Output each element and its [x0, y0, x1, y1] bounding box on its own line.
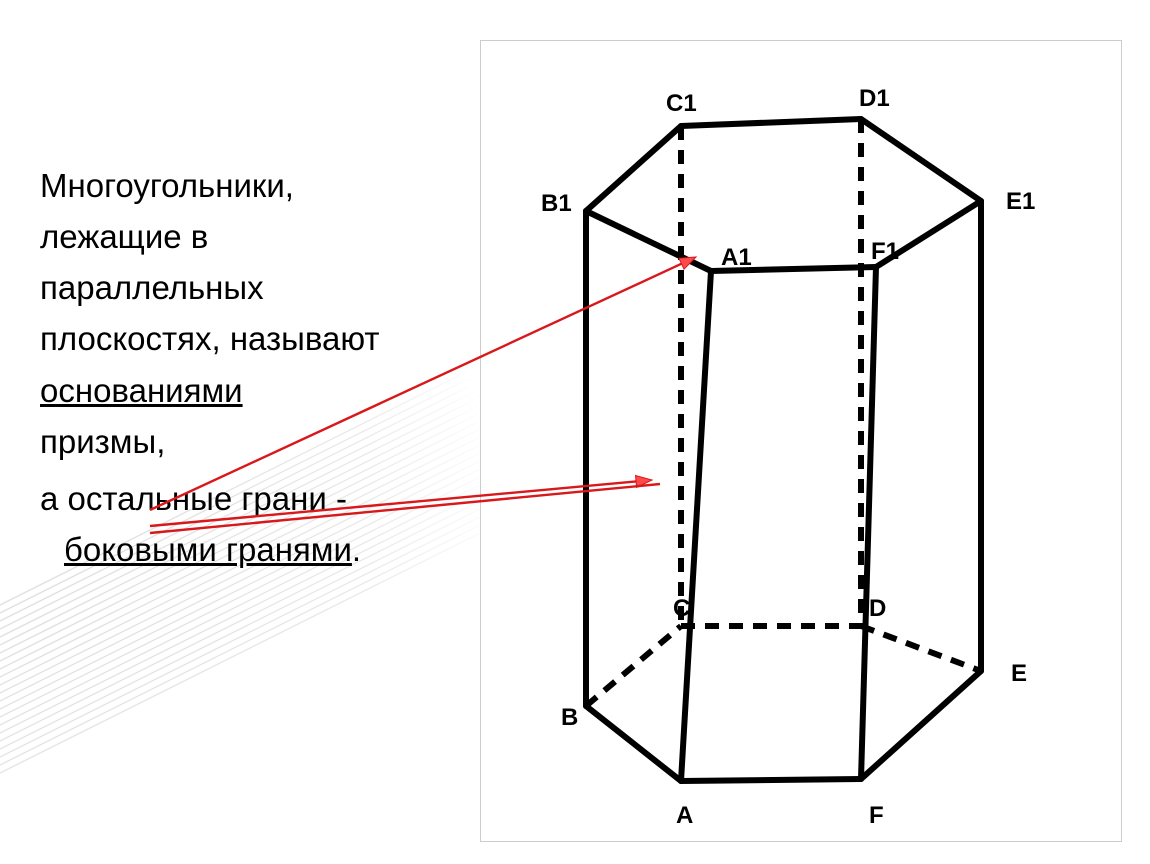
t: . — [352, 531, 361, 568]
svg-text:D1: D1 — [859, 85, 890, 112]
prism-diagram: A1 B1 C1 D1 E1 F1 A B C D E F — [480, 40, 1122, 842]
svg-text:D: D — [869, 595, 886, 622]
svg-text:A1: A1 — [721, 244, 752, 271]
svg-text:A: A — [676, 802, 693, 829]
svg-text:E1: E1 — [1006, 188, 1035, 215]
svg-text:F1: F1 — [871, 238, 899, 265]
paragraph-bases: Многоугольники, лежащие в параллельных п… — [40, 160, 465, 467]
t: призмы, — [40, 423, 165, 460]
term-lateral: боковыми гранями — [64, 531, 352, 568]
paragraph-lateral: а остальные грани - боковыми гранями. — [40, 473, 465, 575]
svg-text:C1: C1 — [666, 90, 697, 117]
svg-text:B: B — [561, 704, 578, 731]
svg-text:B1: B1 — [541, 190, 572, 217]
t: лежащие в — [40, 218, 208, 255]
svg-text:C: C — [673, 595, 690, 622]
svg-text:E: E — [1011, 660, 1027, 687]
t: Многоугольники, — [40, 167, 294, 204]
t: параллельных — [40, 269, 264, 306]
term-bases: основаниями — [40, 372, 243, 409]
t: а остальные грани - — [40, 480, 347, 517]
svg-text:F: F — [869, 802, 884, 829]
t: плоскостях, называют — [40, 320, 380, 357]
definition-text: Многоугольники, лежащие в параллельных п… — [40, 160, 465, 575]
